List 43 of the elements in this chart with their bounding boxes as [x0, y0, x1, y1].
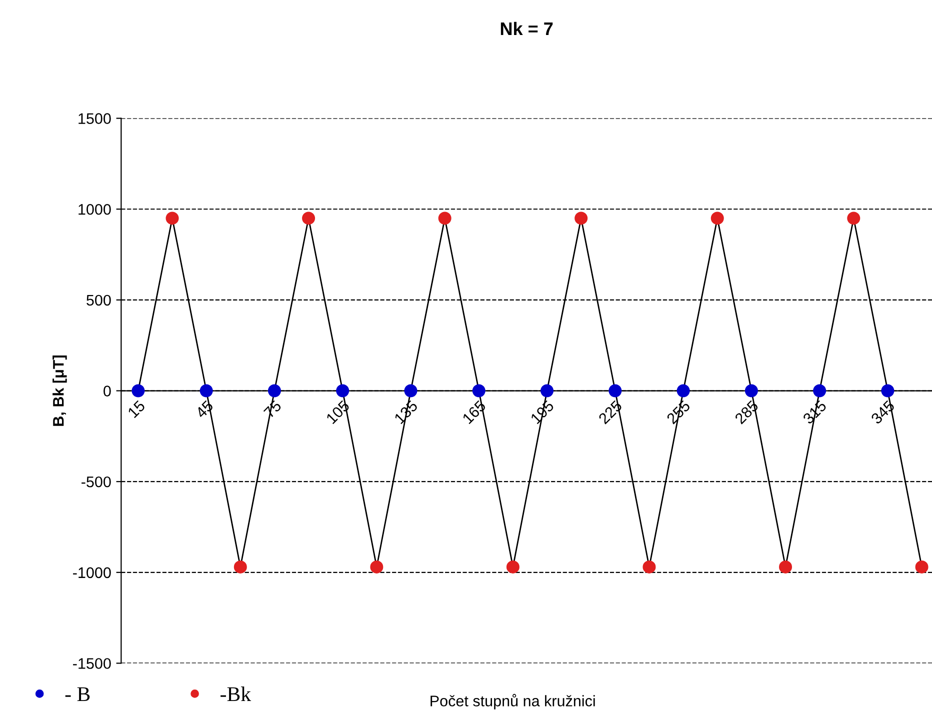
y-tick-label: 1500 — [78, 113, 111, 124]
point — [574, 212, 588, 225]
point — [608, 384, 622, 398]
point — [676, 384, 690, 398]
x-tick-label: 225 — [598, 400, 623, 425]
x-tick-label: 285 — [734, 400, 759, 425]
point — [779, 560, 792, 574]
point — [268, 384, 281, 398]
x-tick-label: 15 — [127, 400, 146, 418]
x-tick-label: 165 — [462, 400, 486, 424]
point — [847, 212, 860, 225]
point — [540, 384, 554, 398]
y-tick-label: 500 — [86, 294, 111, 306]
point — [404, 384, 418, 398]
point — [166, 212, 179, 225]
point — [881, 384, 894, 398]
point — [472, 384, 486, 398]
chart-title: Nk = 7 — [500, 22, 553, 35]
point — [915, 560, 928, 574]
point — [744, 384, 758, 398]
y-tick-label: -1500 — [73, 658, 111, 669]
x-tick-label: 345 — [870, 400, 896, 425]
x-axis-title: Počet stupnů na kružnici — [430, 694, 595, 710]
y-tick-label: 0 — [104, 386, 111, 396]
x-tick-label: 105 — [326, 400, 350, 424]
y-axis-title: B, Bk [μT] — [52, 356, 67, 426]
point — [813, 384, 826, 398]
point — [336, 384, 350, 398]
y-tick-label: 1000 — [78, 204, 111, 215]
point — [132, 384, 145, 398]
point — [506, 560, 520, 574]
legend-label: -Bk — [220, 686, 252, 702]
x-tick-label: 45 — [194, 400, 214, 419]
point — [234, 560, 247, 574]
y-tick-label: -500 — [82, 476, 111, 488]
y-tick-label: -1000 — [73, 567, 111, 578]
point — [710, 212, 724, 225]
point — [200, 384, 213, 398]
point — [642, 560, 656, 574]
legend-label: - B — [65, 687, 90, 702]
point — [302, 212, 316, 225]
point — [370, 560, 384, 574]
point — [438, 212, 452, 225]
